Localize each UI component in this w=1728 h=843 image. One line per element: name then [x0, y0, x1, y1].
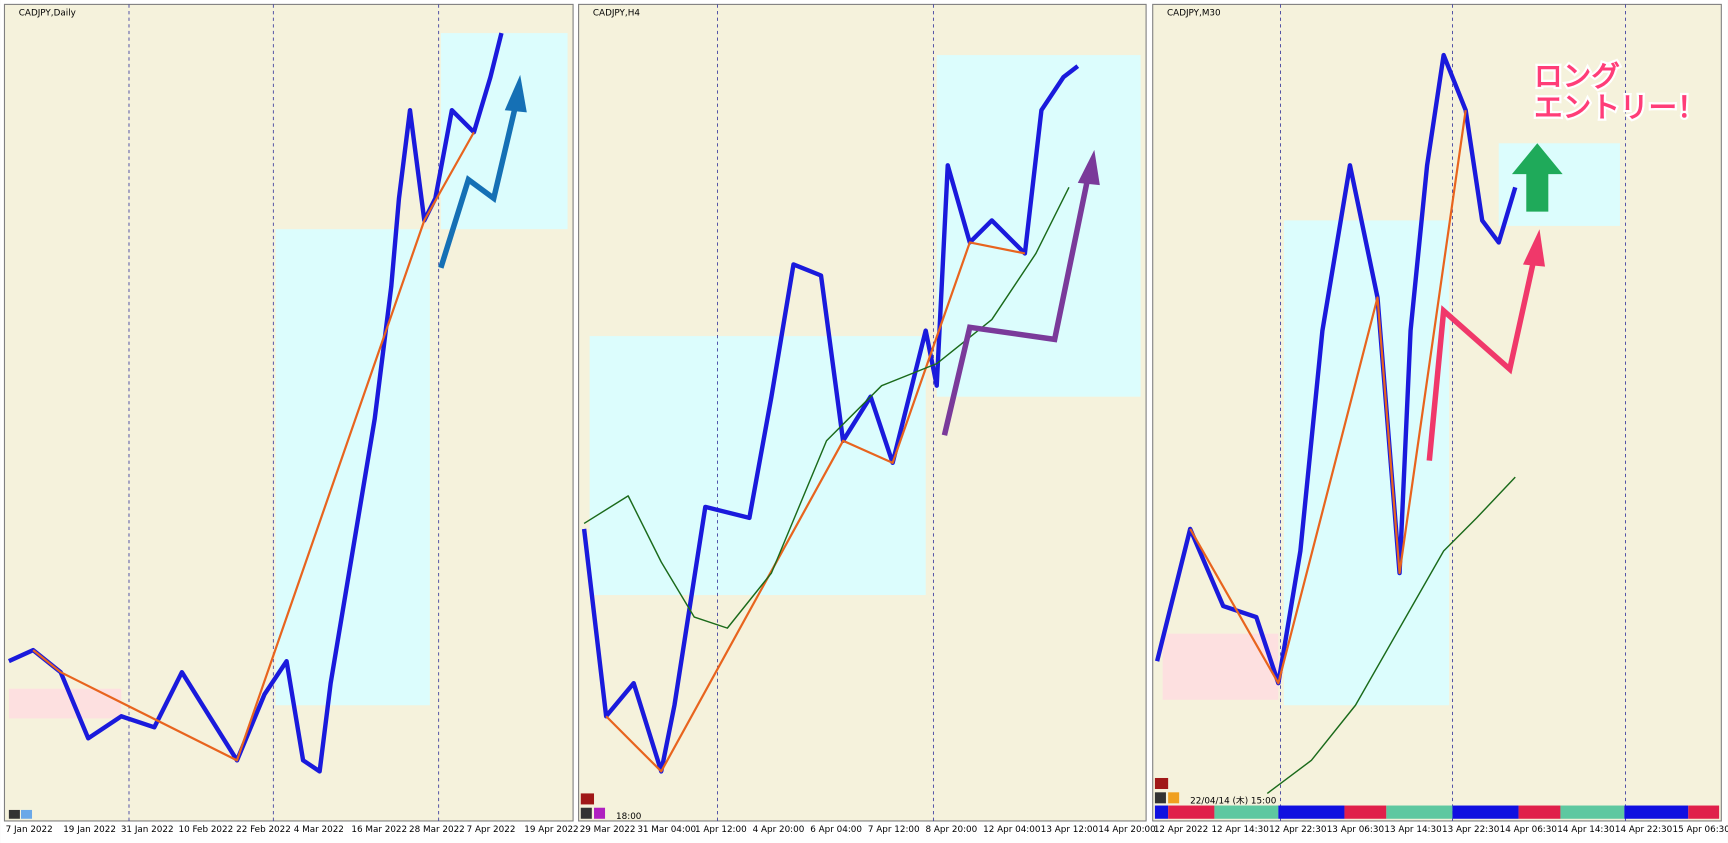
trend-arrows	[438, 74, 1563, 461]
panel-title: CADJPY,Daily	[19, 8, 76, 18]
annotation: エントリー！	[1534, 90, 1706, 124]
x-axis-label: 14 Apr 20:00	[1098, 825, 1156, 835]
x-axis-label: 14 Apr 14:30	[1557, 825, 1615, 835]
x-axis-label: 8 Apr 20:00	[925, 825, 977, 835]
x-axis-label: 22 Feb 2022	[236, 825, 291, 835]
x-axis-label: 19 Jan 2022	[63, 825, 116, 835]
x-axis-label: 28 Mar 2022	[409, 825, 465, 835]
x-axis-label: 13 Apr 12:00	[1041, 825, 1099, 835]
x-axis-label: 15 Apr 06:30	[1673, 825, 1728, 835]
chart-icons	[8, 777, 1180, 819]
x-axis-label: 12 Apr 14:30	[1211, 825, 1269, 835]
x-axis-label: 6 Apr 04:00	[810, 825, 862, 835]
x-axis-label: 19 Apr 2022	[524, 825, 578, 835]
x-axis-label: 12 Apr 04:00	[983, 825, 1041, 835]
x-axis-label: 14 Apr 22:30	[1615, 825, 1673, 835]
x-axis-label: 29 Mar 2022	[580, 825, 636, 835]
x-axis-label: 4 Apr 20:00	[753, 825, 805, 835]
x-axis-label: 4 Mar 2022	[294, 825, 344, 835]
x-axis-label: 12 Apr 2022	[1154, 825, 1208, 835]
annotation: ロング	[1534, 59, 1620, 93]
x-axis-label: 1 Apr 12:00	[695, 825, 747, 835]
zones	[8, 33, 1620, 719]
x-axis-label: 13 Apr 06:30	[1327, 825, 1385, 835]
time-label: 22/04/14 (木) 15:00	[1190, 794, 1277, 806]
x-axis-label: 16 Mar 2022	[351, 825, 407, 835]
x-axis-label: 7 Apr 12:00	[868, 825, 920, 835]
x-axis-label: 12 Apr 22:30	[1269, 825, 1327, 835]
x-axis-label: 13 Apr 22:30	[1442, 825, 1500, 835]
panel-title: CADJPY,M30	[1167, 8, 1221, 18]
x-axis-label: 7 Apr 2022	[467, 825, 516, 835]
x-axis-label: 31 Jan 2022	[121, 825, 174, 835]
x-axis-label: 10 Feb 2022	[178, 825, 233, 835]
x-axis-label: 7 Jan 2022	[6, 825, 53, 835]
x-axis-label: 31 Mar 04:00	[637, 825, 696, 835]
session-bar	[1154, 805, 1720, 819]
x-axis-label: 13 Apr 14:30	[1384, 825, 1442, 835]
price-paths	[7, 32, 1518, 794]
time-label: 18:00	[616, 812, 642, 822]
labels: CADJPY,Daily CADJPY,H4 CADJPY,M30 18:00 …	[19, 8, 1708, 822]
x-axis-label: 14 Apr 06:30	[1500, 825, 1558, 835]
panel-title: CADJPY,H4	[593, 8, 640, 18]
